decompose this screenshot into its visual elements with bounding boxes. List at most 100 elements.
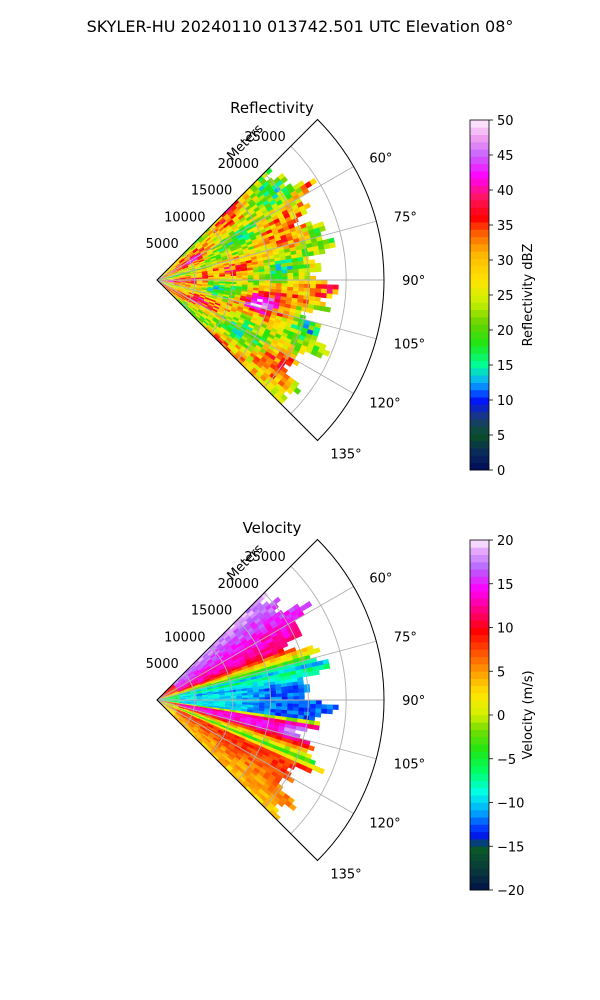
colorbar-segment bbox=[470, 462, 489, 471]
data-cell bbox=[225, 276, 231, 279]
data-cell bbox=[173, 275, 180, 277]
data-cell bbox=[170, 686, 176, 691]
data-cell bbox=[193, 682, 200, 686]
data-cell bbox=[179, 258, 185, 263]
data-cell bbox=[173, 715, 179, 720]
data-cell bbox=[224, 319, 231, 325]
data-cell bbox=[243, 359, 250, 367]
data-cell bbox=[313, 300, 321, 307]
data-cell bbox=[197, 299, 204, 304]
data-cell bbox=[259, 326, 267, 332]
data-cell bbox=[178, 690, 185, 694]
data-cell bbox=[230, 695, 237, 699]
data-cell bbox=[201, 313, 208, 319]
data-cell bbox=[220, 755, 227, 762]
data-cell bbox=[292, 183, 301, 191]
data-cell bbox=[253, 179, 261, 187]
data-cell bbox=[261, 334, 269, 340]
data-cell bbox=[197, 665, 204, 671]
data-cell bbox=[204, 245, 211, 251]
data-cell bbox=[229, 641, 236, 647]
colorbar-tick-label: 45 bbox=[497, 149, 514, 164]
data-cell bbox=[284, 337, 292, 344]
data-cell bbox=[173, 704, 179, 708]
data-cell bbox=[270, 702, 277, 707]
data-cell bbox=[275, 373, 284, 381]
data-cell bbox=[197, 718, 204, 723]
data-cell bbox=[269, 708, 276, 713]
data-cell bbox=[266, 205, 274, 213]
data-cell bbox=[248, 727, 256, 732]
data-cell bbox=[267, 187, 275, 194]
data-cell bbox=[272, 229, 280, 236]
data-cell bbox=[179, 694, 186, 697]
data-cell bbox=[169, 711, 175, 716]
data-cell bbox=[195, 723, 201, 729]
data-cell bbox=[273, 777, 281, 784]
data-cell bbox=[276, 644, 284, 651]
data-cell bbox=[270, 799, 278, 807]
data-cell bbox=[292, 290, 299, 296]
data-cell bbox=[243, 331, 251, 337]
data-cell bbox=[201, 689, 208, 692]
data-cell bbox=[263, 342, 271, 349]
data-cell bbox=[221, 333, 228, 340]
colorbar-tick-label: 10 bbox=[497, 622, 514, 637]
data-cell bbox=[255, 653, 263, 659]
data-cell bbox=[201, 742, 207, 749]
data-cell bbox=[246, 709, 254, 713]
data-cell bbox=[261, 171, 269, 179]
data-cell bbox=[168, 696, 174, 698]
data-cell bbox=[213, 648, 219, 654]
data-cell bbox=[173, 272, 179, 275]
data-cell bbox=[231, 225, 239, 231]
data-cell bbox=[219, 692, 226, 696]
data-cell bbox=[165, 269, 171, 274]
data-cell bbox=[212, 708, 219, 712]
data-cell bbox=[247, 610, 255, 617]
data-cell bbox=[282, 748, 290, 755]
data-cell bbox=[202, 663, 209, 668]
data-cell bbox=[167, 704, 173, 708]
data-cell bbox=[230, 308, 237, 313]
data-cell bbox=[287, 776, 295, 784]
data-cell bbox=[328, 237, 335, 244]
data-cell bbox=[270, 693, 277, 698]
data-cell bbox=[212, 711, 219, 715]
data-cell bbox=[179, 696, 186, 698]
data-cell bbox=[202, 241, 208, 247]
data-cell bbox=[269, 389, 277, 397]
data-cell bbox=[197, 298, 204, 303]
colorbar-segment bbox=[470, 591, 489, 599]
data-cell bbox=[242, 210, 250, 217]
data-cell bbox=[275, 354, 283, 361]
data-cell bbox=[246, 648, 254, 654]
data-cell bbox=[179, 678, 185, 683]
data-cell bbox=[259, 730, 266, 736]
data-cell bbox=[208, 231, 215, 238]
data-cell bbox=[219, 694, 226, 697]
data-cell bbox=[247, 729, 255, 735]
data-cell bbox=[255, 773, 263, 780]
data-cell bbox=[320, 292, 327, 299]
colorbar-tick-label: −20 bbox=[497, 884, 524, 899]
data-cell bbox=[247, 207, 254, 214]
data-cell bbox=[167, 283, 174, 287]
data-cell bbox=[259, 280, 265, 284]
data-cell bbox=[228, 342, 235, 349]
data-cell bbox=[217, 666, 224, 671]
data-cell bbox=[242, 280, 248, 283]
data-cell bbox=[258, 359, 266, 367]
data-cell bbox=[251, 770, 259, 777]
data-cell bbox=[275, 266, 282, 271]
data-cell bbox=[205, 227, 211, 234]
data-cell bbox=[172, 285, 179, 289]
data-cell bbox=[274, 677, 281, 682]
data-cell bbox=[216, 716, 223, 720]
data-cell bbox=[223, 321, 230, 327]
data-cell bbox=[259, 274, 265, 278]
data-cell bbox=[206, 229, 213, 235]
data-cell bbox=[171, 707, 178, 711]
colorbar-segment bbox=[470, 656, 489, 665]
data-cell bbox=[222, 633, 229, 640]
